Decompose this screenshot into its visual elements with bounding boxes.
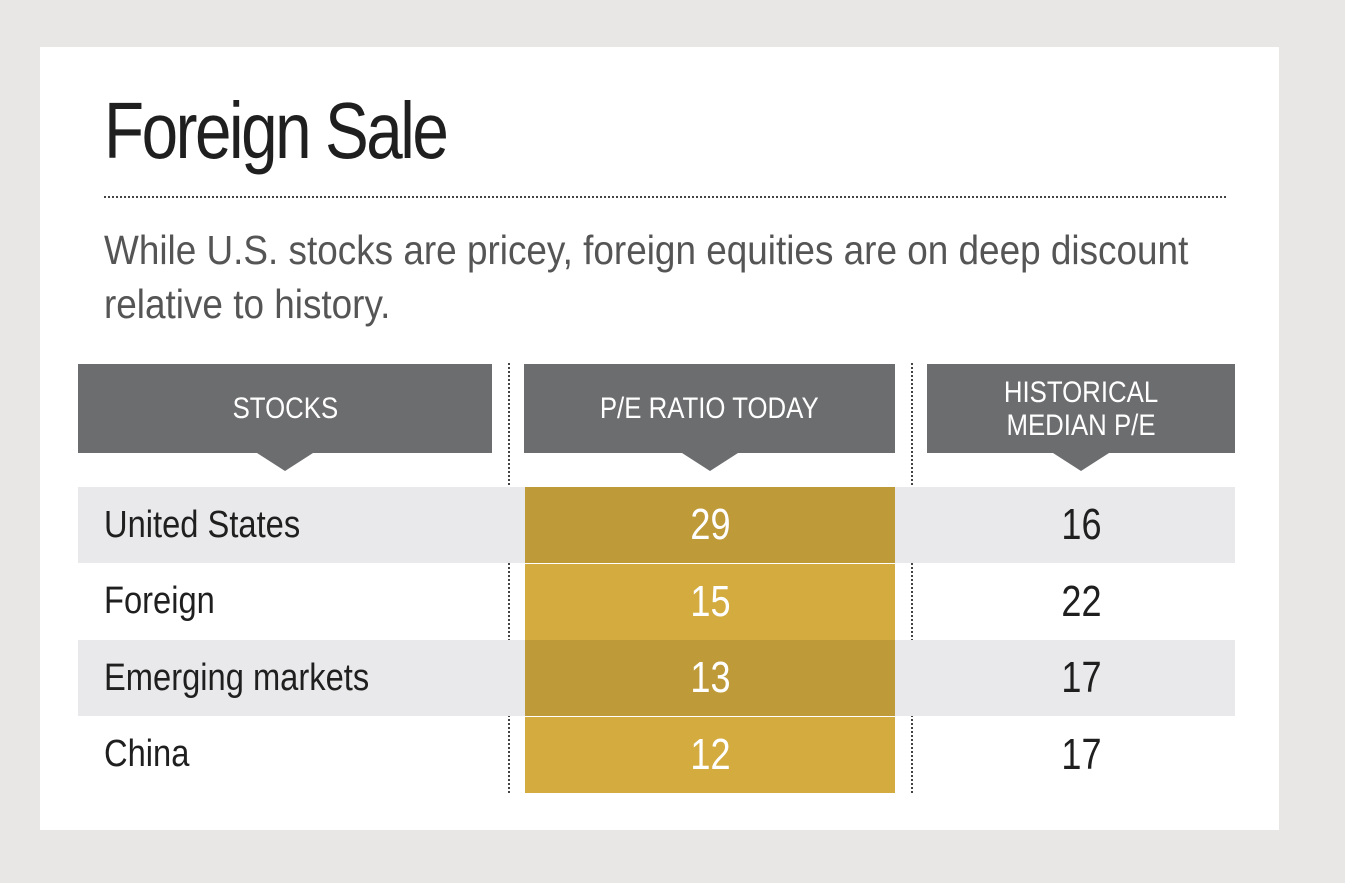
pe-today-highlight — [525, 563, 895, 640]
infographic-card: Foreign Sale While U.S. stocks are price… — [40, 47, 1279, 830]
stock-name-cell-value: United States — [104, 503, 301, 546]
column-divider-1 — [508, 363, 510, 793]
historical-pe-cell: 22 — [927, 564, 1235, 640]
stock-name-cell-value: Foreign — [104, 580, 215, 622]
column-header-pe-today: P/E RATIO TODAY — [524, 364, 895, 471]
column-header-stocks-label: STOCKS — [232, 392, 338, 425]
pe-today-cell: 29 — [525, 487, 895, 563]
title-divider — [104, 196, 1226, 198]
column-header-historical: HISTORICAL MEDIAN P/E — [927, 364, 1235, 471]
chart-title: Foreign Sale — [104, 86, 449, 175]
historical-pe-cell-value: 17 — [1060, 653, 1102, 702]
pe-today-highlight — [525, 487, 895, 563]
historical-pe-cell: 16 — [927, 487, 1235, 563]
pe-today-cell-value: 29 — [689, 500, 731, 549]
stock-name-cell-value: China — [104, 733, 190, 775]
historical-pe-cell: 17 — [927, 640, 1235, 716]
stock-name-cell: Emerging markets — [104, 640, 412, 716]
column-header-stocks: STOCKS — [78, 364, 492, 471]
pe-today-cell-value: 13 — [689, 653, 731, 702]
historical-pe-cell-value: 17 — [1060, 729, 1102, 779]
stock-name-cell: Foreign — [104, 564, 233, 640]
pe-today-cell: 13 — [525, 640, 895, 716]
pe-today-cell-value: 15 — [689, 576, 731, 626]
pe-today-highlight — [525, 640, 895, 716]
column-header-historical-label: HISTORICAL MEDIAN P/E — [1003, 375, 1159, 442]
stock-name-cell-value: Emerging markets — [104, 656, 370, 699]
pe-today-cell: 12 — [525, 717, 895, 793]
column-divider-2 — [911, 363, 913, 793]
historical-pe-cell-value: 16 — [1060, 500, 1102, 549]
chart-subtitle: While U.S. stocks are pricey, foreign eq… — [104, 227, 1189, 327]
pe-today-cell-value: 12 — [689, 729, 731, 779]
pe-today-cell: 15 — [525, 564, 895, 640]
historical-pe-cell-value: 22 — [1060, 576, 1102, 626]
historical-pe-cell: 17 — [927, 717, 1235, 793]
stock-name-cell: China — [104, 717, 203, 793]
column-header-pe-today-label: P/E RATIO TODAY — [600, 392, 819, 425]
stock-name-cell: United States — [104, 487, 332, 563]
pe-today-highlight — [525, 716, 895, 793]
